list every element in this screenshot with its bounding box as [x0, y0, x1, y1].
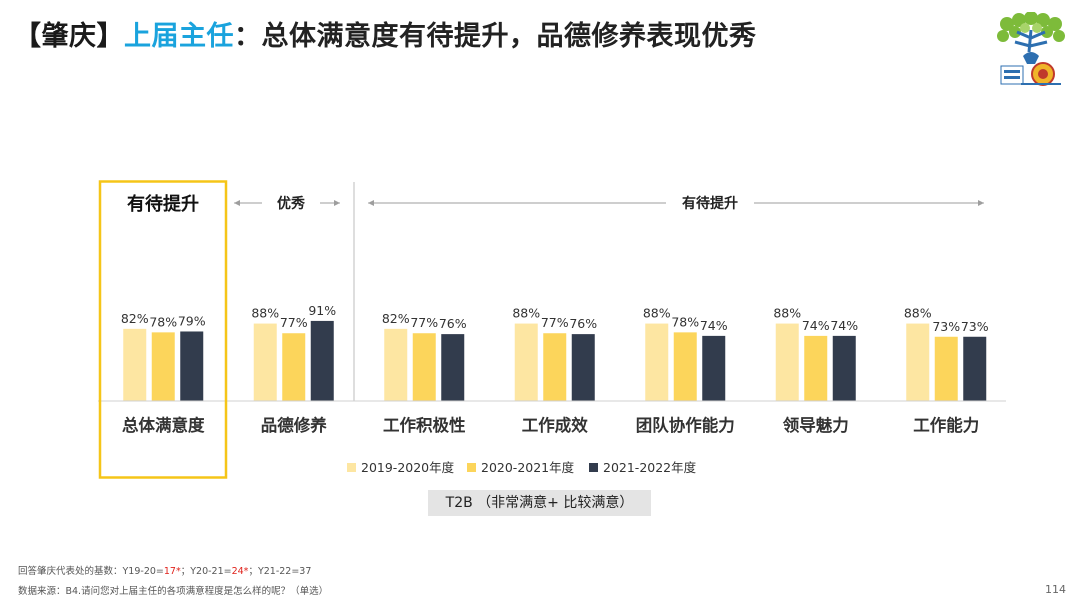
bar: [384, 328, 408, 401]
x-tick-label: 总体满意度: [122, 415, 205, 435]
data-label: 77%: [410, 315, 438, 330]
data-label: 73%: [932, 319, 960, 334]
data-label: 77%: [280, 315, 308, 330]
data-label: 74%: [802, 318, 830, 333]
bar: [514, 323, 538, 401]
data-label: 91%: [308, 303, 336, 318]
group-label-excellent: 优秀: [277, 195, 306, 212]
data-label: 78%: [671, 314, 699, 329]
bar: [906, 323, 930, 401]
data-label: 76%: [439, 316, 467, 331]
legend-label: 2020-2021年度: [481, 460, 575, 475]
base-value-y20: 24*: [231, 566, 249, 577]
legend-label: 2021-2022年度: [603, 460, 697, 475]
bar: [180, 331, 204, 401]
bar: [804, 335, 828, 401]
bar: [543, 333, 567, 401]
title-highlight: 上届主任: [124, 21, 234, 52]
x-tick-label: 领导魅力: [783, 415, 849, 435]
x-tick-label: 工作积极性: [383, 415, 466, 435]
x-tick-label: 团队协作能力: [636, 415, 735, 435]
bar: [151, 332, 175, 401]
group-label-improve-boxed: 有待提升: [127, 193, 199, 215]
arrow-head-left: [368, 200, 374, 206]
bar: [310, 320, 334, 401]
base-mid-1: ；Y20-21=: [180, 566, 232, 577]
bar: [702, 335, 726, 401]
page-title: 【肇庆】上届主任：总体满意度有待提升，品德修养表现优秀: [14, 14, 757, 53]
data-label: 77%: [541, 315, 569, 330]
title-rest: ：总体满意度有待提升，品德修养表现优秀: [234, 21, 757, 52]
group-label-improve: 有待提升: [682, 195, 738, 212]
bar: [571, 334, 595, 401]
data-label: 88%: [773, 306, 801, 321]
bar: [412, 333, 436, 401]
base-value-y19: 17*: [163, 566, 181, 577]
data-label: 76%: [569, 316, 597, 331]
legend-swatch: [589, 463, 598, 472]
bar: [253, 323, 277, 401]
bar: [123, 328, 147, 401]
base-prefix: 回答肇庆代表处的基数：Y19-20=: [18, 566, 164, 577]
data-label: 73%: [961, 319, 989, 334]
bar: [673, 332, 697, 401]
bar: [963, 336, 987, 401]
data-label: 88%: [512, 306, 540, 321]
data-label: 82%: [382, 311, 410, 326]
axis-caption: T2B （非常满意+ 比较满意）: [428, 490, 651, 516]
arrow-head-left: [234, 200, 240, 206]
highlight-box: [98, 180, 228, 479]
data-label: 74%: [830, 318, 858, 333]
bar: [934, 336, 958, 401]
data-label: 88%: [251, 306, 279, 321]
title-bracket-close: 】: [96, 21, 124, 52]
legend-swatch: [347, 463, 356, 472]
bar: [832, 335, 856, 401]
arrow-head-right: [334, 200, 340, 206]
bar: [645, 323, 669, 401]
bar: [282, 333, 306, 401]
base-mid-2: ；Y21-22=37: [248, 566, 312, 577]
data-label: 88%: [643, 306, 671, 321]
data-label: 78%: [149, 314, 177, 329]
x-tick-label: 工作成效: [522, 415, 589, 435]
title-region: 肇庆: [41, 21, 97, 52]
arrow-head-right: [978, 200, 984, 206]
data-source-note: 数据来源：B4.请问您对上届主任的各项满意程度是怎么样的呢？（单选）: [18, 586, 329, 597]
bar: [775, 323, 799, 401]
legend-swatch: [467, 463, 476, 472]
page-number: 114: [1045, 583, 1066, 596]
x-tick-label: 品德修养: [261, 415, 328, 435]
data-label: 74%: [700, 318, 728, 333]
bar: [441, 334, 465, 401]
legend-label: 2019-2020年度: [361, 460, 455, 475]
data-label: 79%: [178, 313, 206, 328]
data-label: 82%: [121, 311, 149, 326]
x-tick-label: 工作能力: [913, 415, 979, 435]
tree-logo-icon: [997, 12, 1065, 86]
sample-base-note: 回答肇庆代表处的基数：Y19-20=17*；Y20-21=24*；Y21-22=…: [18, 563, 311, 577]
title-bracket-open: 【: [14, 21, 42, 52]
data-label: 88%: [904, 306, 932, 321]
